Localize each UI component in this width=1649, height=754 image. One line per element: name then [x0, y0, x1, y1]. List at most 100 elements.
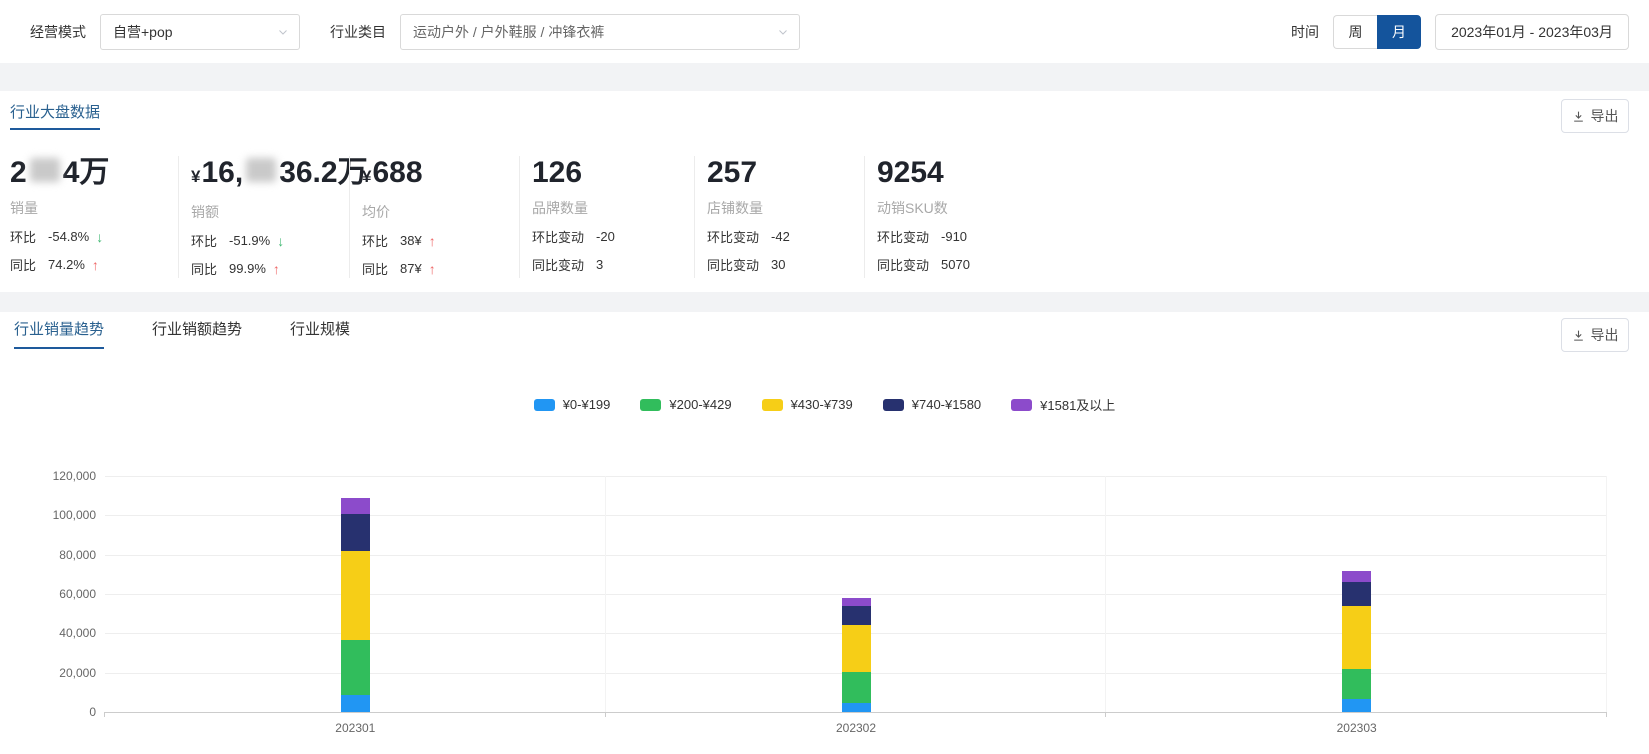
bar-segment[interactable] — [841, 605, 871, 625]
bar-segment[interactable] — [1342, 582, 1372, 606]
metric-label: 同比 — [362, 262, 389, 277]
legend-item[interactable]: ¥0-¥199 — [533, 397, 611, 412]
kpi-metric-row: 环比 -54.8% ↓ — [10, 227, 170, 246]
kpi-row: 2 4万 销量 环比 -54.8% ↓ 同比 74.2% ↑ ¥16, 36.2万 销额 环比… — [10, 156, 1629, 278]
metric-label: 环比变动 — [877, 230, 930, 245]
trends-panel: 行业销量趋势 行业销额趋势 行业规模 导出 ¥0-¥199 ¥200-¥429 … — [0, 312, 1649, 749]
bar-segment[interactable] — [340, 498, 370, 514]
bar-segment[interactable] — [1342, 699, 1372, 712]
metric-label: 环比变动 — [532, 230, 585, 245]
metric-label: 同比变动 — [532, 258, 585, 273]
kpi-value-text: 16, — [201, 156, 244, 189]
export-button[interactable]: 导出 — [1561, 318, 1629, 352]
x-axis-tick — [104, 712, 105, 717]
bar-segment[interactable] — [841, 597, 871, 606]
kpi-metric-row: 同比变动 5070 — [877, 255, 1086, 274]
legend-item[interactable]: ¥430-¥739 — [761, 397, 853, 412]
legend-item[interactable]: ¥740-¥1580 — [882, 397, 981, 412]
trends-tab[interactable]: 行业销额趋势 — [152, 321, 243, 338]
chevron-down-icon — [777, 26, 789, 38]
metric-value: 87¥ — [400, 261, 422, 276]
gridline — [105, 476, 1607, 477]
kpi-value: 126 — [532, 156, 686, 190]
time-granularity-toggle: 周 月 — [1333, 14, 1421, 49]
chevron-down-icon — [277, 26, 289, 38]
metric-label: 同比变动 — [877, 258, 930, 273]
kpi-metric-row: 环比 -51.9% ↓ — [191, 231, 341, 250]
kpi-value: 2 4万 — [10, 156, 170, 190]
month-button[interactable]: 月 — [1377, 14, 1421, 49]
bar-segment[interactable] — [1342, 570, 1372, 583]
category-boundary-line — [1606, 476, 1607, 712]
kpi-card: 257 店铺数量 环比变动 -42 同比变动 30 — [694, 156, 864, 278]
legend-swatch — [1011, 398, 1033, 411]
kpi-label: 动销SKU数 — [877, 200, 948, 216]
legend-swatch — [761, 398, 783, 411]
metric-value: 5070 — [941, 257, 970, 272]
category-label: 行业类目 — [330, 23, 386, 40]
kpi-card: 9254 动销SKU数 环比变动 -910 同比变动 5070 — [864, 156, 1094, 278]
mode-select[interactable]: 自营+pop — [100, 13, 300, 50]
kpi-metric-row: 环比变动 -42 — [707, 227, 856, 246]
metric-label: 环比 — [10, 230, 37, 245]
y-axis-tick-label: 80,000 — [59, 547, 96, 562]
x-axis-tick-label: 202302 — [835, 721, 877, 735]
chart-plot-area — [104, 476, 1607, 717]
legend-item[interactable]: ¥200-¥429 — [640, 397, 732, 412]
bar-segment[interactable] — [1342, 668, 1372, 700]
metric-value: -51.9% — [229, 233, 271, 248]
kpi-metric-row: 同比 87¥ ↑ — [362, 259, 511, 278]
legend-label: ¥0-¥199 — [562, 397, 611, 412]
bar-segment[interactable] — [841, 624, 871, 673]
trends-tab[interactable]: 行业规模 — [290, 321, 351, 338]
up-arrow-icon: ↑ — [428, 260, 436, 277]
trends-tabs: 行业销量趋势 行业销额趋势 行业规模 导出 — [0, 312, 1649, 352]
bar-segment[interactable] — [340, 694, 370, 712]
bar-segment[interactable] — [841, 702, 871, 712]
time-filter-group: 时间 周 月 2023年01月 - 2023年03月 — [1291, 13, 1629, 50]
kpi-card: 2 4万 销量 环比 -54.8% ↓ 同比 74.2% ↑ — [10, 156, 178, 278]
gridline — [105, 594, 1607, 595]
x-axis-tick-label: 202303 — [1336, 721, 1377, 735]
legend-item[interactable]: ¥1581及以上 — [1011, 395, 1115, 414]
kpi-metric-row: 环比变动 -20 — [532, 227, 686, 246]
metric-value: -910 — [941, 229, 968, 244]
x-axis-line — [105, 712, 1607, 713]
bar-segment[interactable] — [841, 672, 871, 703]
week-button[interactable]: 周 — [1333, 14, 1377, 49]
category-select[interactable]: 运动户外 / 户外鞋服 / 冲锋衣裤 — [400, 13, 800, 50]
metric-value: 38¥ — [400, 233, 422, 248]
redacted-blur-patch — [246, 158, 277, 182]
export-button-label: 导出 — [1590, 327, 1619, 343]
stacked-bar-chart: 0 20,000 40,000 60,000 80,000 100,000 120,000 2… — [0, 414, 1649, 754]
y-axis-tick-label: 40,000 — [59, 626, 96, 641]
overview-title-tab[interactable]: 行业大盘数据 — [10, 101, 101, 130]
x-axis-tick-label: 202301 — [335, 721, 376, 735]
metric-label: 同比变动 — [707, 258, 760, 273]
kpi-card: ¥16, 36.2万 销额 环比 -51.9% ↓ 同比 99.9% ↑ — [178, 156, 368, 278]
metric-value: -54.8% — [48, 229, 90, 244]
bar-segment[interactable] — [1342, 605, 1372, 669]
gridline — [105, 554, 1607, 556]
date-range-picker[interactable]: 2023年01月 - 2023年03月 — [1435, 13, 1629, 50]
up-arrow-icon: ↑ — [272, 260, 280, 277]
kpi-metric-row: 同比变动 3 — [532, 255, 686, 274]
time-label: 时间 — [1291, 23, 1319, 40]
kpi-value-text: 688 — [372, 156, 423, 189]
bar-segment[interactable] — [340, 639, 370, 695]
bar-segment[interactable] — [340, 551, 370, 640]
kpi-metrics: 环比 -51.9% ↓ 同比 99.9% ↑ — [191, 231, 341, 278]
kpi-metric-row: 环比 38¥ ↑ — [362, 231, 511, 250]
kpi-metrics: 环比 38¥ ↑ 同比 87¥ ↑ — [362, 231, 511, 278]
kpi-label: 店铺数量 — [707, 200, 763, 216]
bar-segment[interactable] — [340, 513, 370, 552]
kpi-label: 销额 — [191, 204, 219, 220]
kpi-card: ¥688 均价 环比 38¥ ↑ 同比 87¥ ↑ — [349, 156, 519, 278]
metric-label: 环比 — [362, 234, 389, 249]
metric-label: 同比 — [10, 258, 37, 273]
kpi-card: 126 品牌数量 环比变动 -20 同比变动 3 — [519, 156, 694, 278]
trends-tab[interactable]: 行业销量趋势 — [14, 318, 105, 349]
export-button[interactable]: 导出 — [1561, 99, 1629, 133]
redacted-blur-patch — [29, 158, 60, 182]
kpi-value-text: 9254 — [877, 156, 944, 189]
